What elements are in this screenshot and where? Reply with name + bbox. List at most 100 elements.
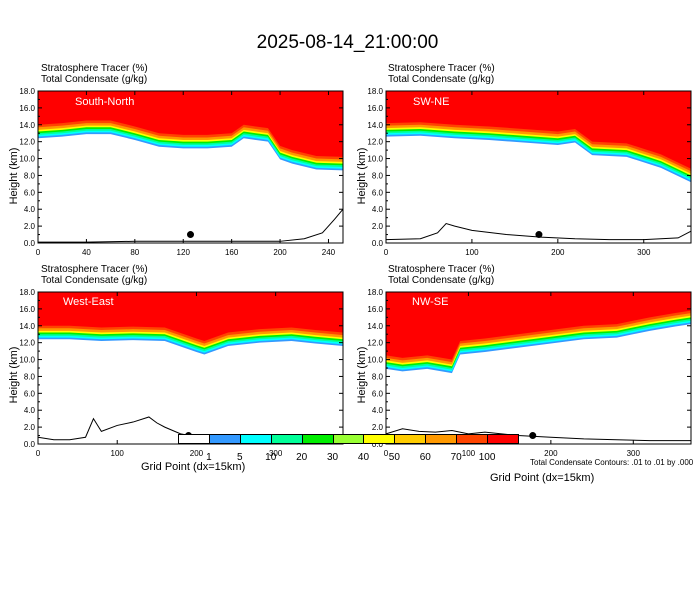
y-tick-label: 18.0 (19, 87, 35, 96)
y-tick-label: 12.0 (367, 339, 383, 348)
x-tick-label: 0 (384, 248, 389, 257)
colorbar: 1 5 10 20 30 40 50 60 70 100 (178, 434, 519, 464)
y-tick-label: 4.0 (372, 406, 384, 415)
x-tick-label: 300 (627, 449, 641, 458)
region-label: West-East (63, 296, 114, 308)
y-tick-label: 6.0 (372, 389, 384, 398)
variable-label-condensate: Total Condensate (g/kg) (41, 74, 148, 85)
variable-label-tracer: Stratosphere Tracer (%) (388, 264, 495, 275)
chart-svg: 0.0 2.0 4.0 6.0 8.0 10.0 12.0 14.0 16.0 18.0 0 100 2… (367, 288, 692, 458)
colorbar-swatch (301, 434, 334, 444)
colorbar-swatch (239, 434, 272, 444)
panel-west-east: Stratosphere Tracer (%) Total Condensate… (0, 264, 345, 494)
variable-label-condensate: Total Condensate (g/kg) (388, 74, 495, 85)
y-tick-label: 0.0 (372, 239, 384, 248)
y-tick-label: 8.0 (372, 372, 384, 381)
y-tick-label: 0.0 (24, 440, 36, 449)
y-tick-label: 14.0 (367, 322, 383, 331)
stratosphere-area (38, 91, 343, 152)
x-tick-label: 0 (384, 449, 389, 458)
y-tick-label: 4.0 (24, 205, 36, 214)
colorbar-swatch (456, 434, 489, 444)
colorbar-label: 1 (206, 452, 212, 463)
variable-label-tracer: Stratosphere Tracer (%) (41, 63, 148, 74)
colorbar-swatch (270, 434, 303, 444)
x-tick-label: 100 (462, 449, 476, 458)
panel-nw-se: Stratosphere Tracer (%) Total Condensate… (348, 264, 693, 494)
chart-svg: 0.0 2.0 4.0 6.0 8.0 10.0 12.0 14.0 16.0 18.0 0 100 2… (19, 288, 344, 458)
y-tick-label: 16.0 (367, 305, 383, 314)
y-tick-label: 4.0 (372, 205, 384, 214)
y-tick-label: 2.0 (372, 423, 384, 432)
colorbar-label: 60 (419, 452, 431, 463)
x-tick-label: 0 (36, 449, 41, 458)
x-tick-label: 100 (465, 248, 479, 257)
y-tick-label: 6.0 (24, 188, 36, 197)
x-tick-label: 200 (273, 248, 287, 257)
y-tick-label: 16.0 (367, 104, 383, 113)
y-tick-label: 16.0 (19, 305, 35, 314)
y-tick-label: 8.0 (24, 372, 36, 381)
colorbar-swatch (394, 434, 427, 444)
y-tick-label: 0.0 (24, 239, 36, 248)
x-tick-label: 0 (36, 248, 41, 257)
y-tick-label: 16.0 (19, 104, 35, 113)
variable-label-tracer: Stratosphere Tracer (%) (41, 264, 148, 275)
x-axis-label: Grid Point (dx=15km) (141, 461, 246, 473)
colorbar-label: 20 (296, 452, 308, 463)
colorbar-swatch (332, 434, 365, 444)
y-tick-label: 18.0 (367, 288, 383, 297)
variable-label-condensate: Total Condensate (g/kg) (41, 275, 148, 286)
panel-south-north: Stratosphere Tracer (%) Total Condensate… (0, 63, 345, 293)
x-tick-label: 120 (177, 248, 191, 257)
x-tick-label: 100 (111, 449, 125, 458)
y-tick-label: 2.0 (372, 222, 384, 231)
stratosphere-area (38, 292, 343, 336)
figure-title: 2025-08-14_21:00:00 (256, 32, 439, 53)
chart-svg: 0.0 2.0 4.0 6.0 8.0 10.0 12.0 14.0 16.0 18.0 0 100 2… (367, 87, 692, 257)
x-tick-label: 300 (269, 449, 283, 458)
colorbar-swatch (487, 434, 519, 444)
colorbar-label: 5 (237, 452, 243, 463)
plot-area: 0.0 2.0 4.0 6.0 8.0 10.0 12.0 14.0 16.0 18.0 0 100 2… (348, 288, 693, 490)
y-tick-label: 8.0 (24, 171, 36, 180)
y-tick-label: 10.0 (19, 155, 35, 164)
x-tick-label: 240 (322, 248, 336, 257)
terrain-line (38, 208, 344, 243)
x-tick-label: 300 (637, 248, 651, 257)
y-tick-label: 6.0 (372, 188, 384, 197)
x-tick-label: 200 (551, 248, 565, 257)
y-tick-label: 12.0 (19, 138, 35, 147)
y-tick-label: 8.0 (372, 171, 384, 180)
y-tick-label: 14.0 (19, 121, 35, 130)
variable-label-tracer: Stratosphere Tracer (%) (388, 63, 495, 74)
colorbar-swatch (178, 434, 210, 444)
y-tick-label: 0.0 (372, 440, 384, 449)
y-tick-label: 2.0 (24, 423, 36, 432)
y-tick-label: 2.0 (24, 222, 36, 231)
x-tick-label: 200 (544, 449, 558, 458)
colorbar-swatch (208, 434, 241, 444)
colorbar-label: 40 (357, 452, 370, 463)
y-tick-label: 12.0 (19, 339, 35, 348)
x-tick-label: 40 (82, 248, 91, 257)
y-tick-label: 12.0 (367, 138, 383, 147)
plot-area: 0.0 2.0 4.0 6.0 8.0 10.0 12.0 14.0 16.0 18.0 0 100 2… (348, 87, 693, 289)
location-marker (529, 432, 537, 440)
colorbar-label: 70 (450, 452, 462, 463)
colorbar-label: 10 (265, 452, 277, 463)
x-tick-label: 160 (225, 248, 239, 257)
y-tick-label: 18.0 (19, 288, 35, 297)
stratosphere-area (386, 292, 691, 355)
region-label: South-North (75, 96, 135, 108)
colorbar-label: 100 (478, 452, 496, 463)
y-tick-label: 18.0 (367, 87, 383, 96)
y-tick-label: 4.0 (24, 406, 36, 415)
region-label: NW-SE (412, 296, 449, 308)
location-marker (535, 231, 543, 239)
y-tick-label: 10.0 (367, 356, 383, 365)
plot-area: 0.0 2.0 4.0 6.0 8.0 10.0 12.0 14.0 16.0 18.0 0 100 2… (0, 288, 345, 490)
y-tick-label: 14.0 (19, 322, 35, 331)
x-tick-label: 80 (130, 248, 139, 257)
plot-area: 0.0 2.0 4.0 6.0 8.0 10.0 12.0 14.0 16.0 18.0 0 40 80… (0, 87, 345, 289)
